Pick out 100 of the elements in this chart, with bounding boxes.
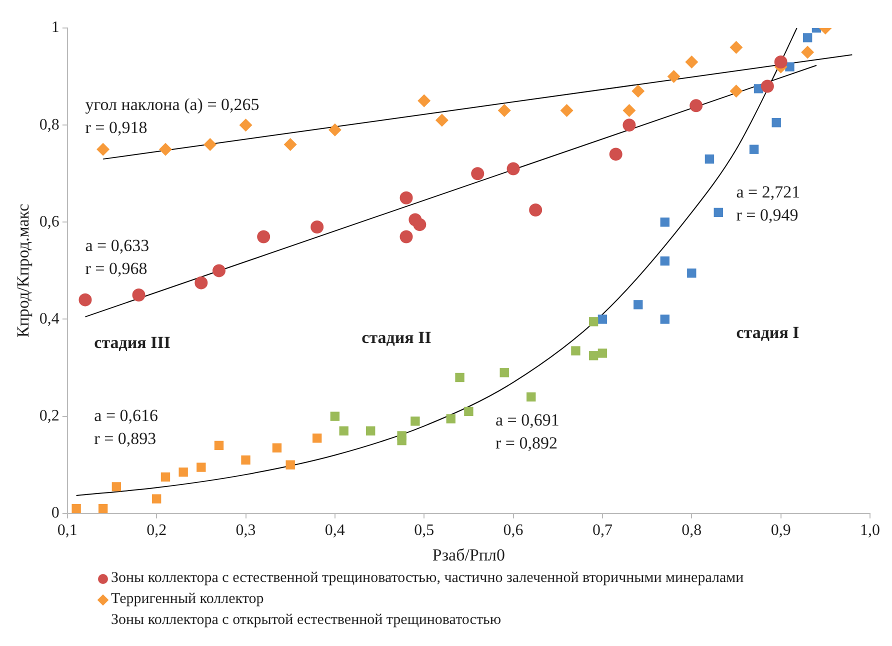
point [506,162,520,176]
point [660,314,670,324]
point [366,426,376,436]
point [132,288,146,302]
point [72,504,81,514]
point [500,368,509,378]
point [598,348,608,358]
point [194,276,208,290]
point [446,414,456,424]
point [760,80,774,93]
point [690,99,703,112]
annotation: стадия III [94,332,171,352]
point [622,104,636,118]
point [685,55,698,68]
y-tick-label: 0,2 [39,408,60,425]
point [204,138,217,151]
point [774,55,788,68]
text: Зоны коллектора с открытой естественной трещиноватостью [110,611,502,630]
point [339,426,348,436]
point [687,268,696,278]
x-axis-title: Рзаб/Рпл0 [432,545,506,564]
point [571,346,580,356]
x-tick-label: 0,6 [503,522,524,540]
point [802,33,812,42]
point [529,204,542,217]
point [410,416,420,426]
point [471,167,484,180]
point [714,208,723,218]
point [704,154,714,164]
point [588,317,598,326]
point [257,230,270,244]
annotation: угол наклона (а) = 0,265 r = 0,918 [85,95,260,138]
point [400,230,413,244]
point [284,138,297,151]
point [160,472,170,482]
point [178,468,188,477]
point [241,455,250,465]
point [730,40,743,54]
point [730,84,743,98]
x-tick-label: 0,9 [770,522,791,540]
point [632,84,645,98]
point [772,118,781,128]
point [801,46,814,59]
point [286,460,295,470]
point [667,70,680,84]
point [98,504,108,514]
point [660,256,670,266]
point [464,406,474,416]
legend-label: Зоны коллектора с естественной трещиноватостью, частично залеченной вторичными минералами [111,569,744,588]
x-tick-label: 0,3 [236,522,256,540]
x-tick-label: 0,2 [146,522,167,540]
point [239,118,252,132]
point [328,123,342,136]
y-tick-label: 0,4 [39,310,60,328]
point [212,264,226,278]
point [526,392,536,402]
x-tick-label: 0,8 [682,522,702,540]
y-tick-label: 0,8 [39,116,60,134]
y-tick-label: 0 [51,504,60,522]
y-axis-title: Кпрод/Кпрод.макс [14,203,33,338]
point [152,494,162,504]
annotation: a = 2,721 r = 0,949 [736,182,800,225]
point [560,104,574,118]
point [498,104,511,118]
legend-label: Терригенный коллектор [111,590,264,609]
y-tick-label: 0,6 [39,213,60,230]
x-tick-label: 0,1 [57,522,78,540]
point [397,431,406,440]
point [588,351,598,360]
point [272,443,282,452]
point [455,372,464,382]
annotation: стадия I [736,323,800,342]
point [435,114,448,127]
point [214,440,224,450]
point [418,94,431,108]
point [400,191,413,204]
x-tick-label: 0,4 [324,522,345,540]
point [609,148,622,161]
x-tick-label: 1,0 [860,522,880,540]
x-tick-label: 0,7 [592,522,612,540]
annotation: стадия II [362,328,432,348]
x-tick-label: 0,5 [414,522,434,540]
point [660,218,670,227]
point [312,434,322,443]
point [749,144,759,154]
annotation: a = 0,633 r = 0,968 [85,236,150,278]
point [196,462,206,472]
point [622,118,636,132]
point [112,482,122,492]
point [96,142,110,156]
point [634,300,643,310]
point [78,293,92,306]
point [158,142,172,156]
annotation: a = 0,691 r = 0,892 [495,410,560,453]
point [413,218,426,232]
annotation: a = 0,616 r = 0,893 [94,406,158,448]
point [598,314,608,324]
point [310,220,324,234]
y-tick-label: 1 [51,19,60,36]
point [330,412,340,421]
